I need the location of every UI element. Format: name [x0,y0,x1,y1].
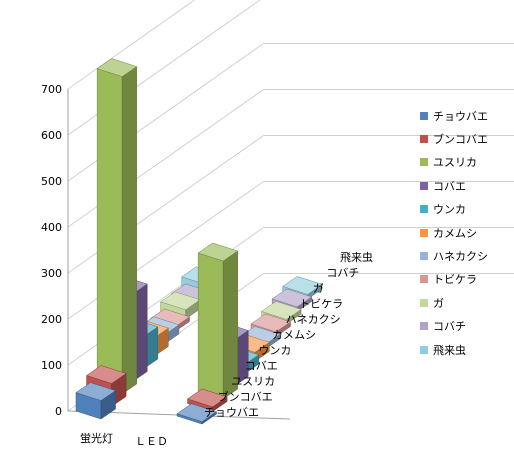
legend: チョウバエブンコバエユスリカコバエウンカカメムシハネカクシトビケラガコバチ飛来虫 [420,104,512,361]
y-tick-label: 200 [41,313,62,326]
bars [75,58,323,425]
y-tick-label: 700 [41,83,62,96]
legend-label: カメムシ [433,226,477,240]
legend-label: ハネカクシ [433,250,488,264]
legend-swatch [420,345,428,354]
depth-tick-label: トビケラ [299,298,343,311]
legend-label: コバチ [433,320,466,334]
legend-swatch [420,275,428,284]
x-tick-label: ＬＥＤ [135,435,168,448]
depth-tick-label: コバエ [245,360,278,373]
depth-tick-label: ユスリカ [231,375,275,388]
x-axis: 蛍光灯 ＬＥＤ [80,431,168,448]
legend-swatch [420,111,428,120]
legend-item: ウンカ [420,198,512,221]
bar [197,242,239,400]
legend-item: チョウバエ [420,104,512,127]
legend-item: ブンコバエ [420,127,512,150]
legend-item: コバエ [420,174,512,197]
legend-item: コバチ [420,315,512,338]
legend-item: ユスリカ [420,151,512,174]
depth-tick-label: ウンカ [258,344,291,357]
legend-label: ガ [433,296,444,310]
bar [176,403,218,425]
legend-label: ユスリカ [433,156,477,170]
y-tick-label: 100 [41,359,62,372]
legend-swatch [420,158,428,167]
legend-swatch [420,181,428,190]
legend-label: コバエ [433,179,466,193]
legend-label: ウンカ [433,203,466,217]
legend-swatch [420,205,428,214]
legend-swatch [420,252,428,261]
bar [96,58,138,395]
legend-label: 飛来虫 [433,343,466,357]
legend-item: ハネカクシ [420,244,512,267]
y-tick-label: 600 [41,129,62,142]
legend-label: ブンコバエ [433,133,488,147]
legend-swatch [420,298,428,307]
depth-tick-label: ブンコバエ [218,390,273,404]
legend-label: チョウバエ [433,109,488,123]
legend-swatch [420,135,428,144]
legend-item: カメムシ [420,221,512,244]
y-tick-label: 400 [41,221,62,234]
legend-item: ガ [420,291,512,314]
bar [75,382,117,420]
x-tick-label: 蛍光灯 [80,431,113,445]
legend-item: トビケラ [420,268,512,291]
depth-tick-label: ハネカクシ [286,313,341,326]
legend-swatch [420,322,428,331]
legend-item: 飛来虫 [420,338,512,361]
y-tick-label: 500 [41,175,62,188]
y-axis: 0 100 200 300 400 500 600 700 [41,83,62,418]
depth-tick-label: チョウバエ [204,406,259,419]
depth-tick-label: 飛来虫 [340,251,373,264]
depth-tick-label: カメムシ [272,329,316,342]
depth-tick-label: ガ [313,282,324,295]
depth-tick-label: コバチ [326,267,359,280]
legend-label: トビケラ [433,273,477,287]
y-tick-label: 0 [55,405,62,418]
y-tick-label: 300 [41,267,62,280]
legend-swatch [420,228,428,237]
